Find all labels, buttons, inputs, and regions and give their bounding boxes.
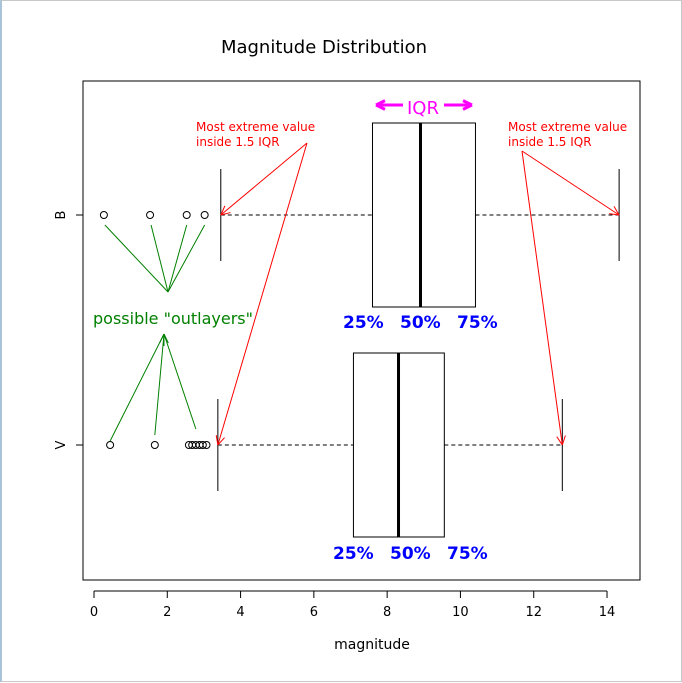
outlier-point xyxy=(150,441,159,449)
x-tick-label: 4 xyxy=(236,605,244,620)
x-tick-label: 10 xyxy=(452,605,469,620)
extreme-arrow xyxy=(521,150,620,216)
outlier-point xyxy=(200,211,209,219)
outlier-pointer xyxy=(167,224,188,293)
x-tick-label: 6 xyxy=(310,605,318,620)
outlier-pointer-tip-head xyxy=(159,333,165,344)
x-tick-label: 14 xyxy=(599,605,616,620)
extreme-arrow-head xyxy=(220,212,231,216)
outlier-point xyxy=(182,211,191,219)
extreme-arrow xyxy=(217,142,308,446)
extreme-arrow-head xyxy=(613,206,620,216)
quartile-label: 50% xyxy=(400,313,441,333)
y-tick-label: V xyxy=(54,440,69,449)
outlier-point xyxy=(202,441,211,449)
x-tick-label: 2 xyxy=(163,605,171,620)
outlier-pointer xyxy=(163,333,197,430)
outlier-point xyxy=(146,211,155,219)
quartile-label: 50% xyxy=(390,544,431,564)
outlier-pointer-tip-head xyxy=(163,333,169,344)
x-tick-label: 12 xyxy=(525,605,542,620)
outliers-label: possible "outlayers" xyxy=(93,309,253,328)
outlier-pointer xyxy=(154,333,165,436)
extreme-arrow xyxy=(521,150,563,446)
x-axis-label: magnitude xyxy=(334,637,410,653)
x-tick-label: 0 xyxy=(90,605,98,620)
extreme-arrow-head xyxy=(609,213,620,216)
quartile-label: 25% xyxy=(333,544,374,564)
chart-title: Magnitude Distribution xyxy=(221,37,427,58)
outlier-point xyxy=(99,211,108,219)
x-tick-label: 8 xyxy=(383,605,391,620)
outlier-pointer xyxy=(109,333,165,442)
outlier-pointer xyxy=(167,224,206,293)
iqr-arrow-right-head xyxy=(462,103,473,111)
iqr-arrow-left-head xyxy=(375,99,386,107)
extreme-arrow-head xyxy=(215,435,219,446)
extreme-arrow xyxy=(220,142,308,216)
quartile-label: 75% xyxy=(447,544,488,564)
quartile-label: 25% xyxy=(343,313,384,333)
extreme-arrow-head xyxy=(217,437,225,446)
outlier-pointer xyxy=(104,224,169,293)
extreme-label-line1: Most extreme value xyxy=(196,120,315,134)
extreme-arrow-head xyxy=(556,436,563,446)
plot-frame xyxy=(82,80,641,581)
extreme-label-line1: Most extreme value xyxy=(508,120,627,134)
extreme-arrow-head xyxy=(561,435,566,446)
extreme-label-line2: inside 1.5 IQR xyxy=(508,135,592,149)
iqr-label: IQR xyxy=(407,98,439,119)
y-tick-label: B xyxy=(54,211,69,220)
iqr-box xyxy=(371,122,476,308)
extreme-label-line2: inside 1.5 IQR xyxy=(196,135,280,149)
outlier-point xyxy=(198,441,207,449)
extreme-arrow-head xyxy=(220,205,226,216)
quartile-label: 75% xyxy=(457,313,498,333)
outlier-point xyxy=(106,441,115,449)
outlier-pointer xyxy=(150,224,169,293)
